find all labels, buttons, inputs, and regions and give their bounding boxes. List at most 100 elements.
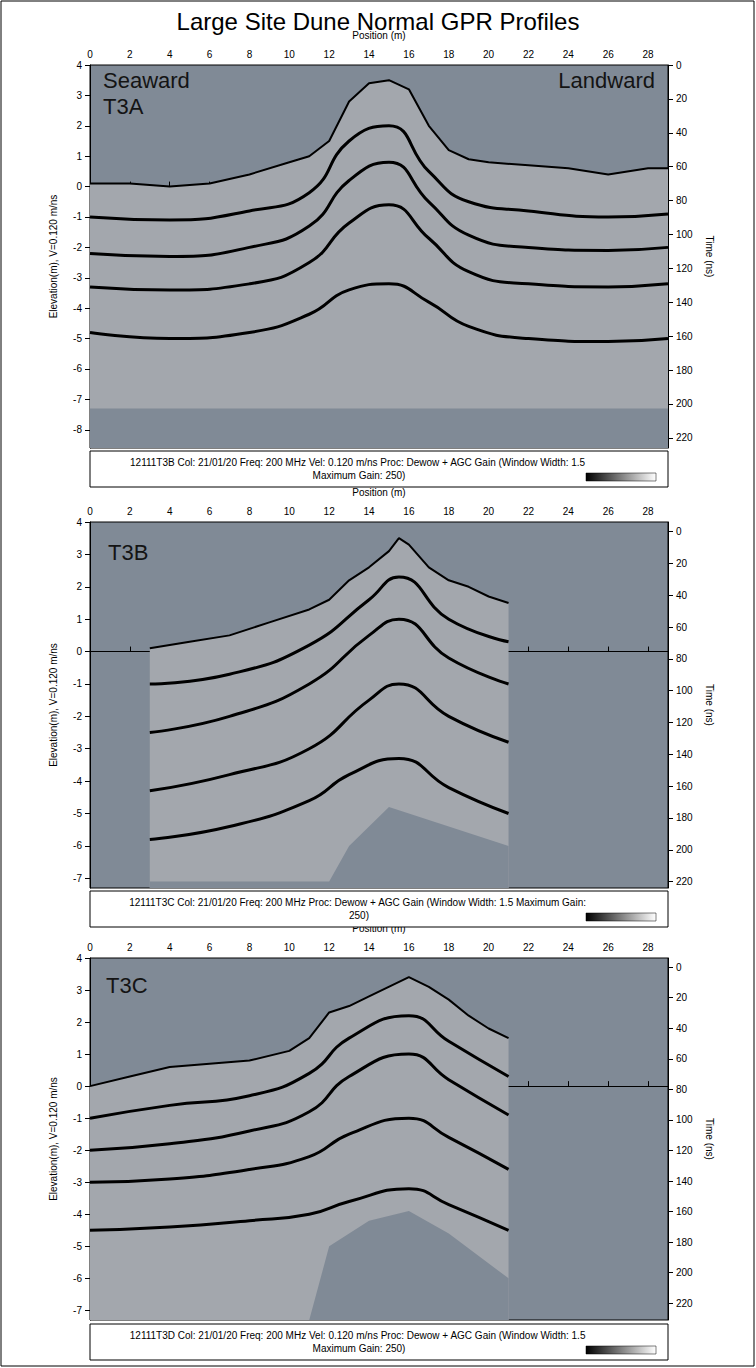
svg-text:-3: -3: [73, 1177, 82, 1188]
svg-text:4: 4: [76, 60, 82, 71]
svg-text:Time (ns): Time (ns): [704, 684, 715, 726]
svg-text:2: 2: [127, 506, 133, 517]
svg-text:-3: -3: [73, 743, 82, 754]
svg-text:22: 22: [523, 506, 535, 517]
svg-text:20: 20: [676, 558, 688, 569]
svg-text:Time (ns): Time (ns): [704, 236, 715, 278]
svg-text:-1: -1: [73, 678, 82, 689]
svg-text:12111T3D Col: 21/01/20 Freq: 2: 12111T3D Col: 21/01/20 Freq: 200 MHz Vel…: [130, 1330, 588, 1341]
svg-text:Elevation(m), V=0.120 m/ns: Elevation(m), V=0.120 m/ns: [48, 643, 59, 767]
svg-text:-6: -6: [73, 363, 82, 374]
svg-text:140: 140: [676, 1176, 693, 1187]
svg-text:100: 100: [676, 1114, 693, 1125]
svg-text:220: 220: [676, 1298, 693, 1309]
svg-text:-3: -3: [73, 272, 82, 283]
svg-text:160: 160: [676, 1206, 693, 1217]
svg-text:-4: -4: [73, 776, 82, 787]
svg-text:-5: -5: [73, 1241, 82, 1252]
svg-text:40: 40: [676, 127, 688, 138]
svg-text:6: 6: [207, 506, 213, 517]
svg-text:Maximum Gain: 250): Maximum Gain: 250): [313, 1343, 406, 1354]
svg-text:180: 180: [676, 365, 693, 376]
svg-text:140: 140: [676, 297, 693, 308]
svg-text:180: 180: [676, 1237, 693, 1248]
svg-text:160: 160: [676, 781, 693, 792]
svg-text:-6: -6: [73, 840, 82, 851]
svg-text:0: 0: [87, 942, 93, 953]
svg-text:-7: -7: [73, 394, 82, 405]
svg-text:12: 12: [324, 942, 336, 953]
svg-text:24: 24: [563, 49, 575, 60]
svg-text:100: 100: [676, 685, 693, 696]
svg-text:-8: -8: [73, 424, 82, 435]
svg-text:180: 180: [676, 812, 693, 823]
svg-text:-7: -7: [73, 1305, 82, 1316]
svg-text:28: 28: [643, 942, 655, 953]
svg-text:16: 16: [403, 49, 415, 60]
svg-text:Seaward: Seaward: [103, 68, 190, 93]
svg-text:20: 20: [483, 942, 495, 953]
svg-text:0: 0: [676, 60, 682, 71]
svg-text:16: 16: [403, 506, 415, 517]
svg-text:-4: -4: [73, 1209, 82, 1220]
svg-text:-1: -1: [73, 1113, 82, 1124]
svg-text:1: 1: [76, 151, 82, 162]
svg-text:14: 14: [363, 506, 375, 517]
svg-text:250): 250): [349, 910, 369, 921]
svg-text:1: 1: [76, 614, 82, 625]
svg-text:Elevation(m), V=0.120 m/ns: Elevation(m), V=0.120 m/ns: [48, 1077, 59, 1201]
svg-text:-5: -5: [73, 808, 82, 819]
svg-text:26: 26: [603, 506, 615, 517]
svg-text:3: 3: [76, 90, 82, 101]
svg-text:Time (ns): Time (ns): [704, 1118, 715, 1160]
svg-text:40: 40: [676, 1023, 688, 1034]
svg-text:100: 100: [676, 229, 693, 240]
svg-text:140: 140: [676, 749, 693, 760]
svg-text:18: 18: [443, 506, 455, 517]
svg-text:20: 20: [676, 992, 688, 1003]
svg-text:1: 1: [76, 1049, 82, 1060]
svg-text:28: 28: [643, 49, 655, 60]
svg-text:0: 0: [676, 962, 682, 973]
svg-text:40: 40: [676, 590, 688, 601]
svg-text:200: 200: [676, 398, 693, 409]
svg-text:0: 0: [76, 1081, 82, 1092]
svg-text:0: 0: [87, 506, 93, 517]
svg-text:10: 10: [284, 942, 296, 953]
svg-text:2: 2: [76, 1017, 82, 1028]
svg-text:160: 160: [676, 331, 693, 342]
svg-text:22: 22: [523, 942, 535, 953]
svg-text:4: 4: [76, 517, 82, 528]
svg-text:4: 4: [167, 49, 173, 60]
svg-text:-6: -6: [73, 1273, 82, 1284]
svg-text:8: 8: [247, 49, 253, 60]
svg-text:18: 18: [443, 942, 455, 953]
svg-text:2: 2: [127, 942, 133, 953]
svg-text:3: 3: [76, 985, 82, 996]
svg-text:0: 0: [76, 181, 82, 192]
svg-text:0: 0: [676, 526, 682, 537]
svg-text:3: 3: [76, 549, 82, 560]
svg-text:24: 24: [563, 506, 575, 517]
svg-text:T3B: T3B: [108, 540, 148, 565]
svg-text:Position (m): Position (m): [352, 487, 405, 498]
svg-text:26: 26: [603, 49, 615, 60]
svg-text:20: 20: [483, 49, 495, 60]
svg-text:10: 10: [284, 49, 296, 60]
svg-text:-4: -4: [73, 303, 82, 314]
svg-text:Large Site Dune Normal GPR Pro: Large Site Dune Normal GPR Profiles: [177, 8, 580, 35]
svg-text:6: 6: [207, 942, 213, 953]
svg-text:Elevation(m), V=0.120 m/ns: Elevation(m), V=0.120 m/ns: [48, 195, 59, 319]
svg-text:80: 80: [676, 195, 688, 206]
svg-text:10: 10: [284, 506, 296, 517]
svg-text:16: 16: [403, 942, 415, 953]
svg-text:12111T3B Col: 21/01/20 Freq: 2: 12111T3B Col: 21/01/20 Freq: 200 MHz Vel…: [130, 457, 588, 468]
svg-text:0: 0: [76, 646, 82, 657]
svg-text:220: 220: [676, 876, 693, 887]
svg-text:22: 22: [523, 49, 535, 60]
svg-text:60: 60: [676, 1053, 688, 1064]
svg-text:12111T3C Col: 21/01/20 Freq: 2: 12111T3C Col: 21/01/20 Freq: 200 MHz Pro…: [129, 897, 589, 908]
svg-text:T3A: T3A: [103, 94, 144, 119]
svg-text:20: 20: [676, 93, 688, 104]
svg-text:T3C: T3C: [106, 973, 148, 998]
